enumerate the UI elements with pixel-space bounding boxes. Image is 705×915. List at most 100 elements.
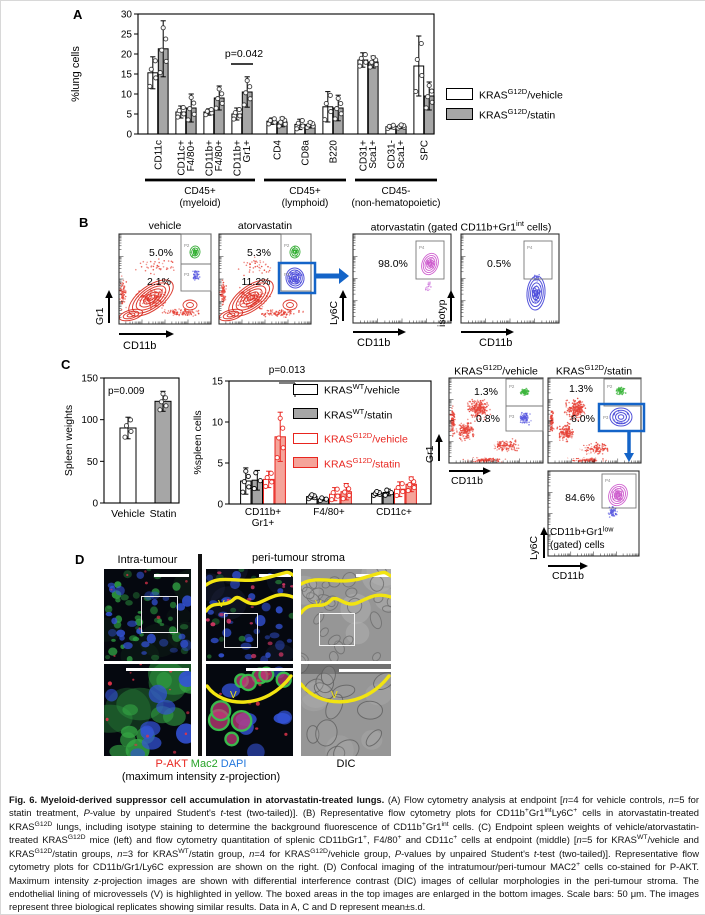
flow-density xyxy=(449,387,532,463)
pct-bottom: 0.8% xyxy=(476,413,500,425)
svg-text:CD11b+: CD11b+ xyxy=(205,140,216,176)
svg-text:Vehicle: Vehicle xyxy=(111,508,145,520)
flow-density xyxy=(119,245,201,322)
panel-d-label: D xyxy=(75,552,85,567)
svg-text:CD11c: CD11c xyxy=(154,140,165,170)
legend-swatch xyxy=(293,383,318,395)
vessel-overlay: V xyxy=(206,674,293,704)
y-axis-label: Ly6C xyxy=(328,300,340,325)
vessel-overlay: V xyxy=(301,570,391,615)
legend-label: KRASWT/vehicle xyxy=(324,382,400,397)
confocal-peri-bottom-image: V xyxy=(206,664,293,756)
svg-text:Gr1+: Gr1+ xyxy=(252,518,275,529)
pct-bottom: 2.1% xyxy=(147,276,171,288)
legend-item-wt-vehicle: KRASWT/vehicle xyxy=(293,382,408,397)
svg-text:15: 15 xyxy=(212,377,224,388)
gate-p2-label: P2 xyxy=(284,243,290,248)
stain-pakt: P-AKT xyxy=(155,758,188,770)
panel-b-label: B xyxy=(79,215,89,230)
pct: 0.5% xyxy=(487,258,511,270)
dic-peri-bottom-image: V xyxy=(301,664,391,756)
flow-density xyxy=(421,252,439,292)
dic-label: DIC xyxy=(336,758,356,770)
gating-arrow-right xyxy=(315,268,349,284)
svg-text:CD45-: CD45- xyxy=(382,186,411,197)
scale-bar xyxy=(126,668,189,671)
vessel-marker: V xyxy=(315,599,322,610)
pct-bottom: 11.2% xyxy=(242,276,271,288)
figure-caption: Fig. 6. Myeloid-derived suppressor cell … xyxy=(9,794,700,913)
gate-p4-label: P4 xyxy=(419,245,425,250)
stain-dapi: DAPI xyxy=(220,758,247,770)
svg-text:CD11b+: CD11b+ xyxy=(233,140,244,176)
x-axis-label: CD11b xyxy=(479,337,512,349)
svg-text:Sca1+: Sca1+ xyxy=(368,140,379,169)
panel-c-label: C xyxy=(61,357,71,372)
svg-text:Spleen weights: Spleen weights xyxy=(63,405,75,476)
pct: 84.6% xyxy=(565,492,595,504)
svg-text:(non-hematopoietic): (non-hematopoietic) xyxy=(352,198,441,209)
svg-text:p=0.009: p=0.009 xyxy=(108,386,145,397)
gate-p2-label: P2 xyxy=(184,243,190,248)
svg-text:50: 50 xyxy=(87,457,99,468)
svg-text:(lymphoid): (lymphoid) xyxy=(282,198,329,209)
flow-title-vehicle: vehicle xyxy=(148,220,182,232)
vessel-marker: V xyxy=(218,599,225,610)
x-axis-label: CD11b xyxy=(357,337,390,349)
svg-text:F4/80+: F4/80+ xyxy=(186,140,197,172)
svg-text:F4/80+: F4/80+ xyxy=(313,507,345,518)
confocal-intra-top-image xyxy=(104,569,191,661)
zoom-box xyxy=(319,613,355,646)
legend-swatch xyxy=(293,408,318,420)
x-axis-label: CD11b xyxy=(451,475,483,487)
svg-text:150: 150 xyxy=(81,374,98,385)
legend-swatch-vehicle xyxy=(446,88,473,101)
vessel-overlay: V xyxy=(301,674,391,704)
gate-p4-label: P4 xyxy=(527,245,533,250)
gate-p3-label: P3 xyxy=(284,272,290,277)
legend-swatch xyxy=(293,457,318,469)
scale-bar xyxy=(339,669,391,672)
svg-text:30: 30 xyxy=(121,10,133,21)
spleen-weights-bar-chart: 0 50 100 150 Spleen weights Vehicle Statin p=0.… xyxy=(63,374,180,520)
legend-item-g12d-vehicle: KRASG12D/vehicle xyxy=(293,431,408,446)
legend-item-wt-statin: KRASWT/statin xyxy=(293,407,408,421)
highlight-gate-box xyxy=(597,402,646,433)
projection-note: (maximum intensity z-projection) xyxy=(121,771,281,783)
pct-top: 1.3% xyxy=(569,383,593,395)
svg-text:CD4: CD4 xyxy=(273,140,284,160)
svg-text:p=0.042: p=0.042 xyxy=(225,48,263,60)
vessel-marker: V xyxy=(331,690,338,701)
flow-title-g12d-vehicle: KRASG12D/vehicle xyxy=(454,363,538,378)
flow-plot-b-vehicle: P2 P3 5.0% 2.1% Gr1 CD11b xyxy=(94,233,212,352)
y-axis-label: Ly6C xyxy=(528,535,540,560)
svg-text:Gr1+: Gr1+ xyxy=(242,140,253,163)
spleen-cells-bar-chart: 0 5 10 15 %spleen cells CD11b+Gr1+ F4/80+ CD11c… xyxy=(192,365,432,529)
legend-label-statin: KRASG12D/statin xyxy=(479,106,556,122)
y-axis-label: Gr1 xyxy=(94,307,106,325)
svg-text:CD11c+: CD11c+ xyxy=(177,140,188,176)
vessel-overlay: V xyxy=(206,570,293,613)
svg-text:CD31-: CD31- xyxy=(387,140,398,169)
legend-item-statin: KRASG12D/statin xyxy=(446,106,563,122)
x-axis-label: CD11b xyxy=(552,570,584,582)
svg-text:B220: B220 xyxy=(329,140,340,164)
svg-text:5: 5 xyxy=(217,459,223,470)
svg-text:0: 0 xyxy=(217,500,223,511)
confocal-peri-top-image: V xyxy=(206,569,293,661)
flow-title-atorvastatin: atorvastatin xyxy=(237,220,293,232)
confocal-intra-bottom-image xyxy=(104,664,191,756)
pct: 98.0% xyxy=(378,258,408,270)
svg-text:CD8a: CD8a xyxy=(301,140,312,166)
svg-text:CD45+: CD45+ xyxy=(184,186,216,197)
scale-bar xyxy=(246,668,293,671)
scale-bar xyxy=(154,574,189,577)
svg-text:5: 5 xyxy=(126,110,132,121)
svg-text:SPC: SPC xyxy=(420,140,431,161)
gate-p3-label: P3 xyxy=(603,415,609,420)
panel-a-label: A xyxy=(73,7,83,22)
svg-text:15: 15 xyxy=(121,70,133,81)
flow-density xyxy=(549,386,633,463)
x-axis-label: CD11b xyxy=(123,340,156,352)
